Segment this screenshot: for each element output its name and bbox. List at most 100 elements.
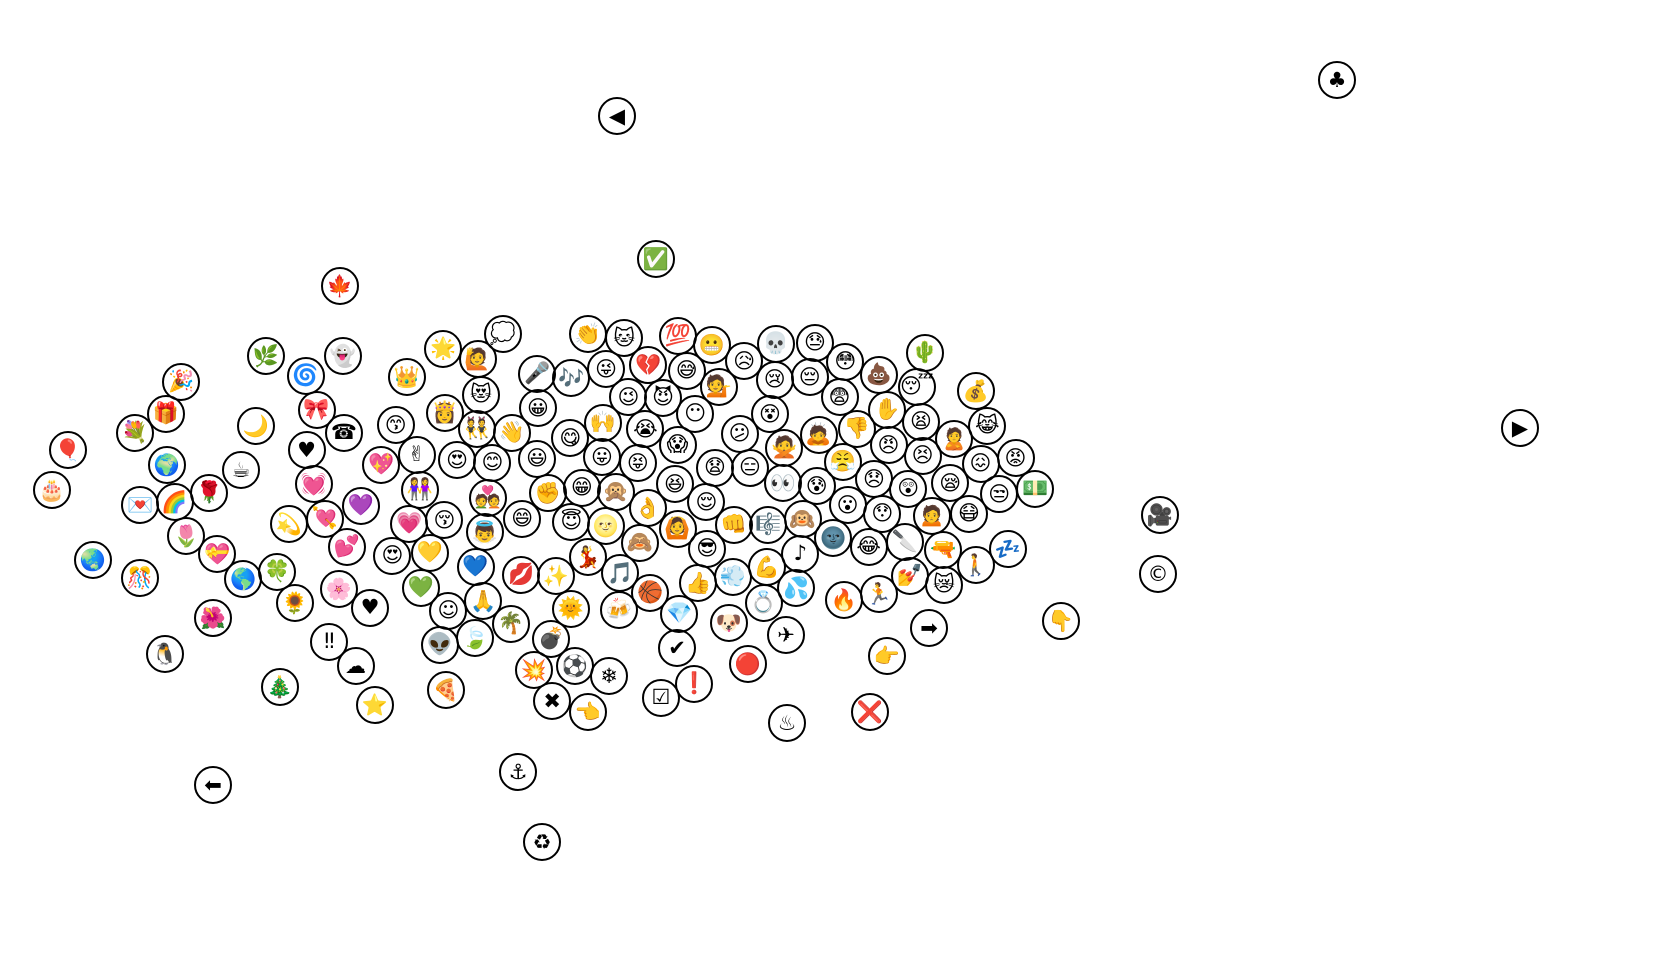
scatter-point: 😪 (931, 464, 970, 503)
scatter-point-emoji: 😂 (856, 534, 881, 559)
scatter-point: 🍁 (321, 267, 359, 305)
scatter-point-emoji: ✖ (543, 688, 561, 713)
scatter-point: ❄ (590, 657, 629, 696)
scatter-point-emoji: 💫 (275, 511, 303, 536)
scatter-point: ☕ (222, 451, 260, 489)
scatter-point-emoji: ✌ (407, 442, 426, 466)
scatter-point-emoji: 🌞 (557, 596, 584, 621)
scatter-point-emoji: ✅ (642, 246, 670, 271)
scatter-point: 😑 (730, 448, 769, 487)
scatter-point-emoji: 💘 (311, 506, 338, 531)
scatter-point: 🐶 (710, 604, 748, 642)
scatter-point: 🍃 (456, 619, 495, 658)
scatter-point: 🌻 (276, 584, 314, 622)
scatter-point: 💔 (629, 346, 668, 385)
scatter-point-emoji: 😓 (804, 330, 826, 355)
scatter-point: 💅 (890, 556, 929, 595)
scatter-point: ❗ (675, 664, 714, 703)
scatter-point: 😨 (820, 378, 859, 416)
scatter-point: 🏃 (859, 575, 898, 613)
scatter-point: 😬 (693, 326, 731, 365)
scatter-point-emoji: 😳 (834, 349, 857, 374)
scatter-point: 💚 (401, 568, 440, 607)
scatter-point: 😧 (695, 448, 734, 487)
scatter-point: 🙆 (658, 509, 697, 548)
scatter-point: © (1139, 555, 1177, 593)
scatter-point-emoji: ☎ (330, 420, 358, 445)
scatter-point: 🌵 (905, 333, 944, 372)
scatter-point: 👑 (388, 358, 426, 396)
scatter-point: 😢 (755, 360, 794, 399)
scatter-point: ⚓ (499, 753, 537, 791)
scatter-point-emoji: ♻ (532, 829, 552, 854)
scatter-point-emoji: 🐧 (151, 641, 179, 666)
scatter-point: 💪 (747, 548, 786, 586)
scatter-point: 😯 (863, 494, 902, 533)
scatter-point: 😥 (725, 342, 764, 381)
scatter-point: 👉 (868, 637, 906, 675)
scatter-point: 😌 (687, 483, 726, 521)
scatter-point: 🌏 (74, 541, 112, 579)
scatter-point-emoji: 💃 (574, 544, 602, 569)
scatter-point: 🎊 (121, 559, 159, 597)
scatter-point: 👸 (425, 393, 464, 432)
scatter-point: 🌀 (286, 356, 325, 395)
scatter-point-emoji: 😌 (695, 489, 718, 514)
scatter-point: 🎶 (552, 359, 591, 397)
scatter-point-emoji: 🎈 (54, 437, 82, 462)
scatter-point-emoji: ☕ (231, 457, 251, 482)
scatter-point: ⚽ (555, 647, 594, 686)
scatter-point: 💕 (328, 527, 366, 566)
scatter-point-emoji: ☁ (345, 653, 367, 678)
scatter-point: 👽 (420, 625, 459, 664)
scatter-point: 😹 (968, 406, 1007, 445)
scatter-point: 😵 (751, 395, 789, 434)
scatter-point-emoji: 😲 (897, 476, 920, 501)
scatter-point: ◀ (598, 97, 636, 135)
scatter-point: 👈 (569, 693, 607, 731)
scatter-point: ♥ (287, 431, 326, 470)
scatter-point: 😠 (869, 426, 908, 465)
scatter-point-emoji: 🎵 (607, 560, 634, 585)
scatter-point-emoji: 🙋 (464, 346, 491, 371)
scatter-point: 😃 (518, 439, 557, 478)
scatter-point: 💌 (121, 486, 160, 524)
scatter-point-emoji: 🎶 (558, 365, 585, 390)
scatter-point: 🙅 (765, 428, 804, 467)
scatter-point-emoji: ❄ (600, 663, 618, 688)
scatter-point-emoji: 💗 (396, 511, 423, 536)
scatter-point-emoji: 😧 (703, 455, 726, 480)
scatter-point: 😣 (903, 436, 942, 475)
scatter-point-emoji: 🙎 (941, 426, 968, 451)
scatter-point-emoji: 💝 (204, 541, 231, 566)
scatter-point: ☎ (325, 413, 363, 452)
scatter-point: 🌹 (190, 473, 229, 512)
scatter-point-emoji: 🎤 (524, 361, 551, 385)
scatter-point: ♥ (351, 588, 389, 627)
scatter-point-emoji: 👑 (393, 364, 421, 389)
scatter-point-emoji: 🌝 (592, 513, 619, 538)
scatter-point-emoji: 💯 (664, 323, 691, 348)
scatter-point-emoji: 💁 (705, 374, 733, 399)
scatter-point: 🙌 (584, 403, 622, 442)
scatter-point: 😕 (720, 414, 759, 453)
scatter-point-emoji: 💜 (347, 493, 374, 517)
scatter-point: ➡ (910, 609, 948, 647)
scatter-point: 💑 (468, 478, 507, 517)
scatter-point: 💫 (270, 505, 308, 543)
scatter-point: 😛 (583, 438, 621, 477)
scatter-point: ✔ (658, 629, 697, 667)
scatter-point: 🎈 (49, 431, 87, 469)
scatter-point-emoji: 🍁 (326, 273, 354, 298)
scatter-point: 😱 (658, 425, 697, 464)
scatter-point: 😔 (790, 358, 829, 396)
scatter-point: 🌷 (167, 517, 206, 556)
scatter-point: 💰 (956, 372, 995, 411)
scatter-point: 💁 (700, 367, 738, 406)
scatter-point-emoji: 👻 (329, 343, 357, 368)
scatter-point-emoji: 🙇 (805, 422, 832, 447)
scatter-point-emoji: 😤 (829, 449, 856, 474)
scatter-point: 💐 (116, 413, 154, 452)
scatter-point: 🙊 (597, 472, 635, 511)
